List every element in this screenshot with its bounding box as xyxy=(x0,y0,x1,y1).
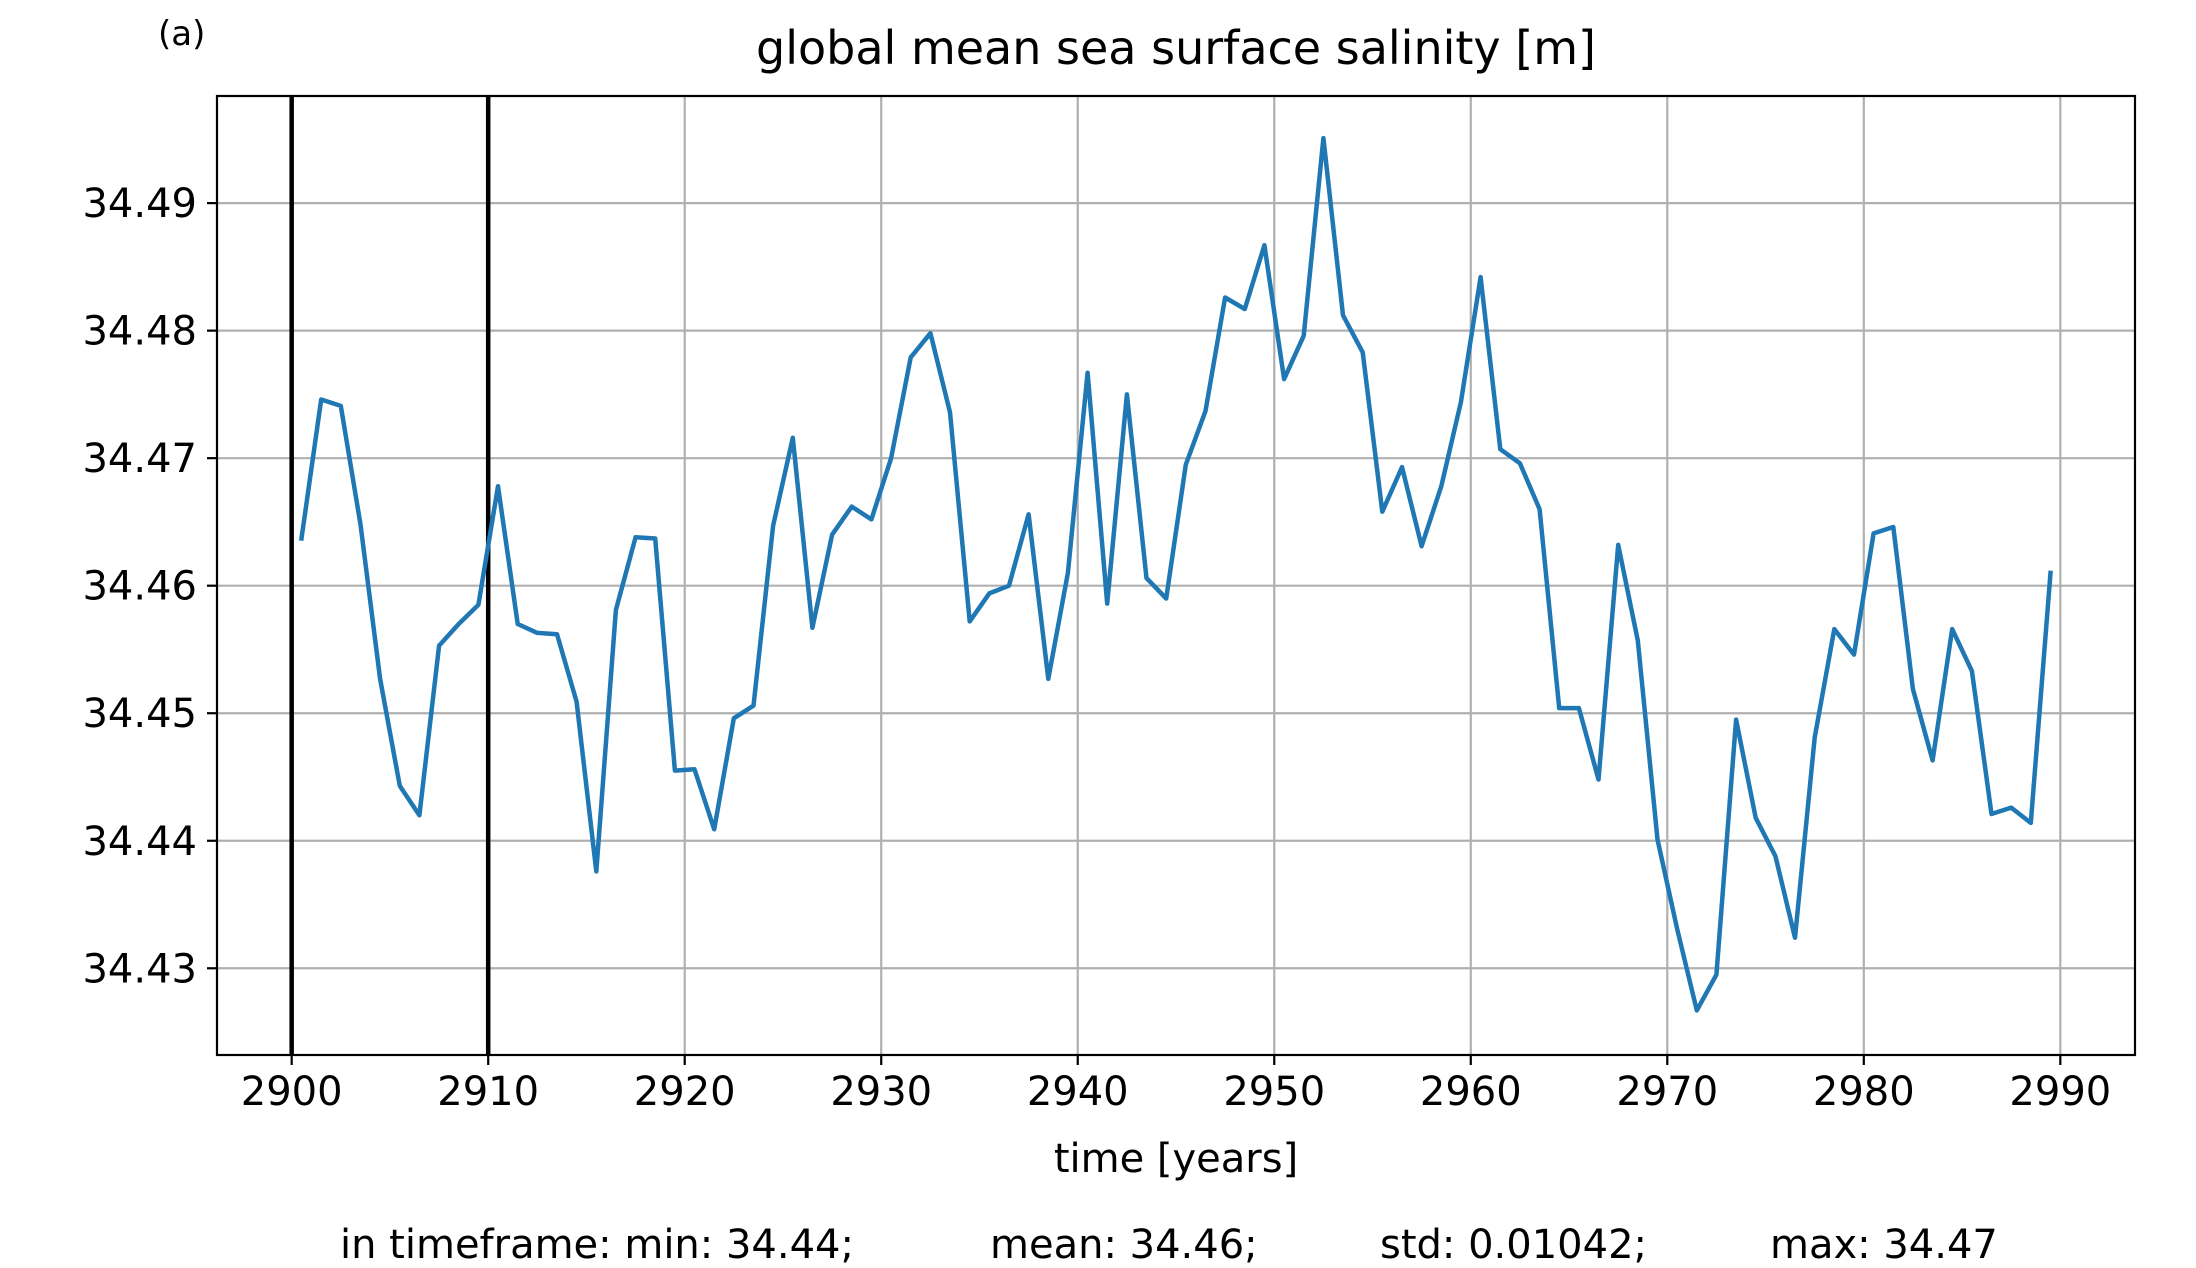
x-tick-label: 2920 xyxy=(634,1069,736,1115)
y-tick-label: 34.47 xyxy=(82,436,197,482)
x-tick-label: 2970 xyxy=(1616,1069,1718,1115)
x-tick-label: 2980 xyxy=(1813,1069,1915,1115)
vertical-markers xyxy=(289,96,491,1055)
x-ticks: 2900 2910 2920 2930 2940 2950 2960 2970 2980 2990 xyxy=(241,1055,2111,1115)
stat-mean: mean: 34.46; xyxy=(990,1222,1258,1268)
y-tick-label: 34.49 xyxy=(82,181,197,227)
stat-max: max: 34.47 xyxy=(1770,1222,1998,1268)
grid-lines xyxy=(217,96,2135,1055)
x-tick-label: 2900 xyxy=(241,1069,343,1115)
x-tick-label: 2960 xyxy=(1420,1069,1522,1115)
x-tick-label: 2930 xyxy=(830,1069,932,1115)
y-tick-label: 34.48 xyxy=(82,309,197,355)
y-ticks: 34.43 34.44 34.45 34.46 34.47 34.48 34.49 xyxy=(82,181,217,992)
axes-frame xyxy=(215,94,2137,1057)
stat-min: in timeframe: min: 34.44; xyxy=(340,1222,854,1268)
series-line xyxy=(298,135,2053,1013)
x-axis-label: time [years] xyxy=(1054,1136,1298,1182)
series-lines xyxy=(298,135,2053,1013)
x-tick-label: 2990 xyxy=(2009,1069,2111,1115)
y-tick-label: 34.44 xyxy=(82,819,197,865)
x-tick-label: 2940 xyxy=(1027,1069,1129,1115)
chart-title: global mean sea surface salinity [m] xyxy=(756,21,1596,75)
x-tick-label: 2950 xyxy=(1223,1069,1325,1115)
y-tick-label: 34.45 xyxy=(82,691,197,737)
y-tick-label: 34.43 xyxy=(82,946,197,992)
stat-std: std: 0.01042; xyxy=(1380,1222,1647,1268)
x-tick-label: 2910 xyxy=(437,1069,539,1115)
panel-label: (a) xyxy=(158,14,206,54)
y-tick-label: 34.46 xyxy=(82,564,197,610)
